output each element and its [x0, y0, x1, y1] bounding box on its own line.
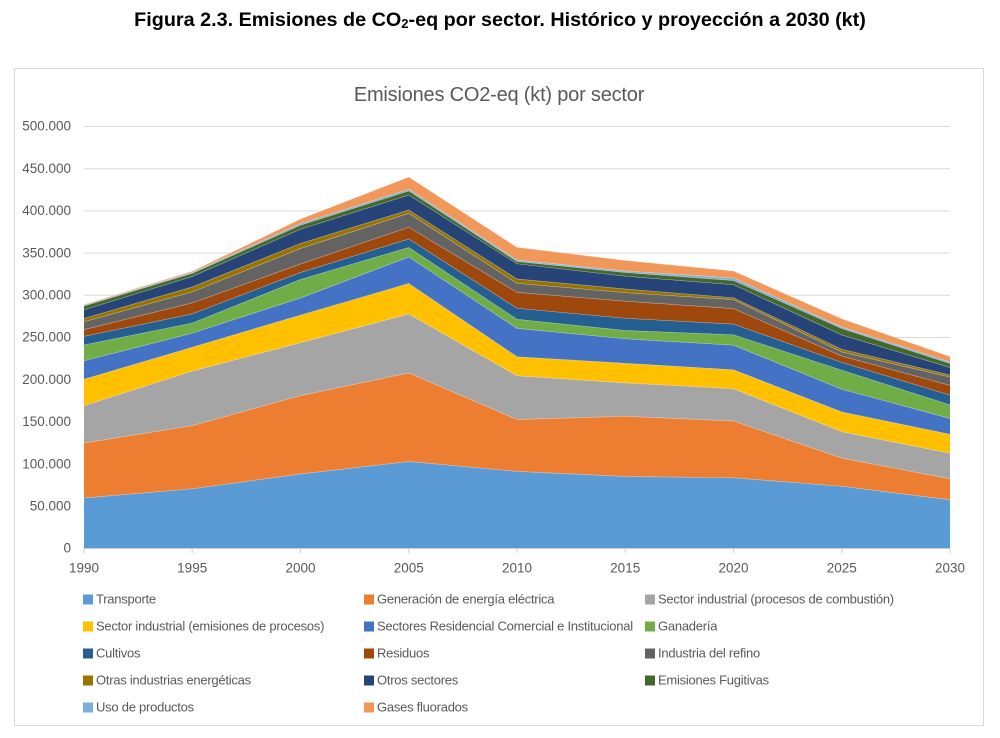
svg-text:Emisiones CO2-eq (kt) por sect: Emisiones CO2-eq (kt) por sector: [354, 84, 645, 106]
svg-text:Cultivos: Cultivos: [96, 646, 141, 661]
svg-text:Otras industrias energéticas: Otras industrias energéticas: [96, 673, 252, 688]
svg-text:Ganadería: Ganadería: [658, 619, 718, 634]
svg-text:2020: 2020: [718, 561, 748, 576]
svg-text:1990: 1990: [69, 561, 99, 576]
svg-text:2015: 2015: [610, 561, 640, 576]
svg-text:1995: 1995: [177, 561, 207, 576]
svg-text:Gases fluorados: Gases fluorados: [377, 700, 469, 715]
svg-text:Sector industrial (emisiones d: Sector industrial (emisiones de procesos…: [96, 619, 324, 634]
svg-text:Emisiones Fugitivas: Emisiones Fugitivas: [658, 673, 770, 688]
svg-text:2030: 2030: [935, 561, 965, 576]
svg-text:Sectores Residencial Comercial: Sectores Residencial Comercial e Institu…: [377, 619, 633, 634]
svg-text:350.000: 350.000: [22, 245, 71, 260]
svg-text:2010: 2010: [502, 561, 532, 576]
svg-text:150.000: 150.000: [22, 414, 71, 429]
svg-text:Industria del refino: Industria del refino: [658, 646, 760, 661]
svg-text:200.000: 200.000: [22, 372, 71, 387]
svg-text:2000: 2000: [285, 561, 315, 576]
svg-text:Sector industrial (procesos de: Sector industrial (procesos de combustió…: [658, 592, 894, 607]
svg-text:500.000: 500.000: [22, 119, 71, 134]
svg-text:2005: 2005: [394, 561, 424, 576]
svg-text:Residuos: Residuos: [377, 646, 430, 661]
svg-text:Otros sectores: Otros sectores: [377, 673, 459, 688]
svg-text:400.000: 400.000: [22, 203, 71, 218]
svg-text:0: 0: [63, 541, 71, 556]
svg-text:100.000: 100.000: [22, 456, 71, 471]
svg-text:2025: 2025: [827, 561, 857, 576]
svg-text:450.000: 450.000: [22, 161, 71, 176]
svg-text:Generación de energía eléctric: Generación de energía eléctrica: [377, 592, 555, 607]
svg-text:250.000: 250.000: [22, 330, 71, 345]
svg-text:Uso de productos: Uso de productos: [96, 700, 195, 715]
svg-text:Transporte: Transporte: [96, 592, 156, 607]
svg-text:50.000: 50.000: [30, 499, 71, 514]
svg-text:300.000: 300.000: [22, 288, 71, 303]
